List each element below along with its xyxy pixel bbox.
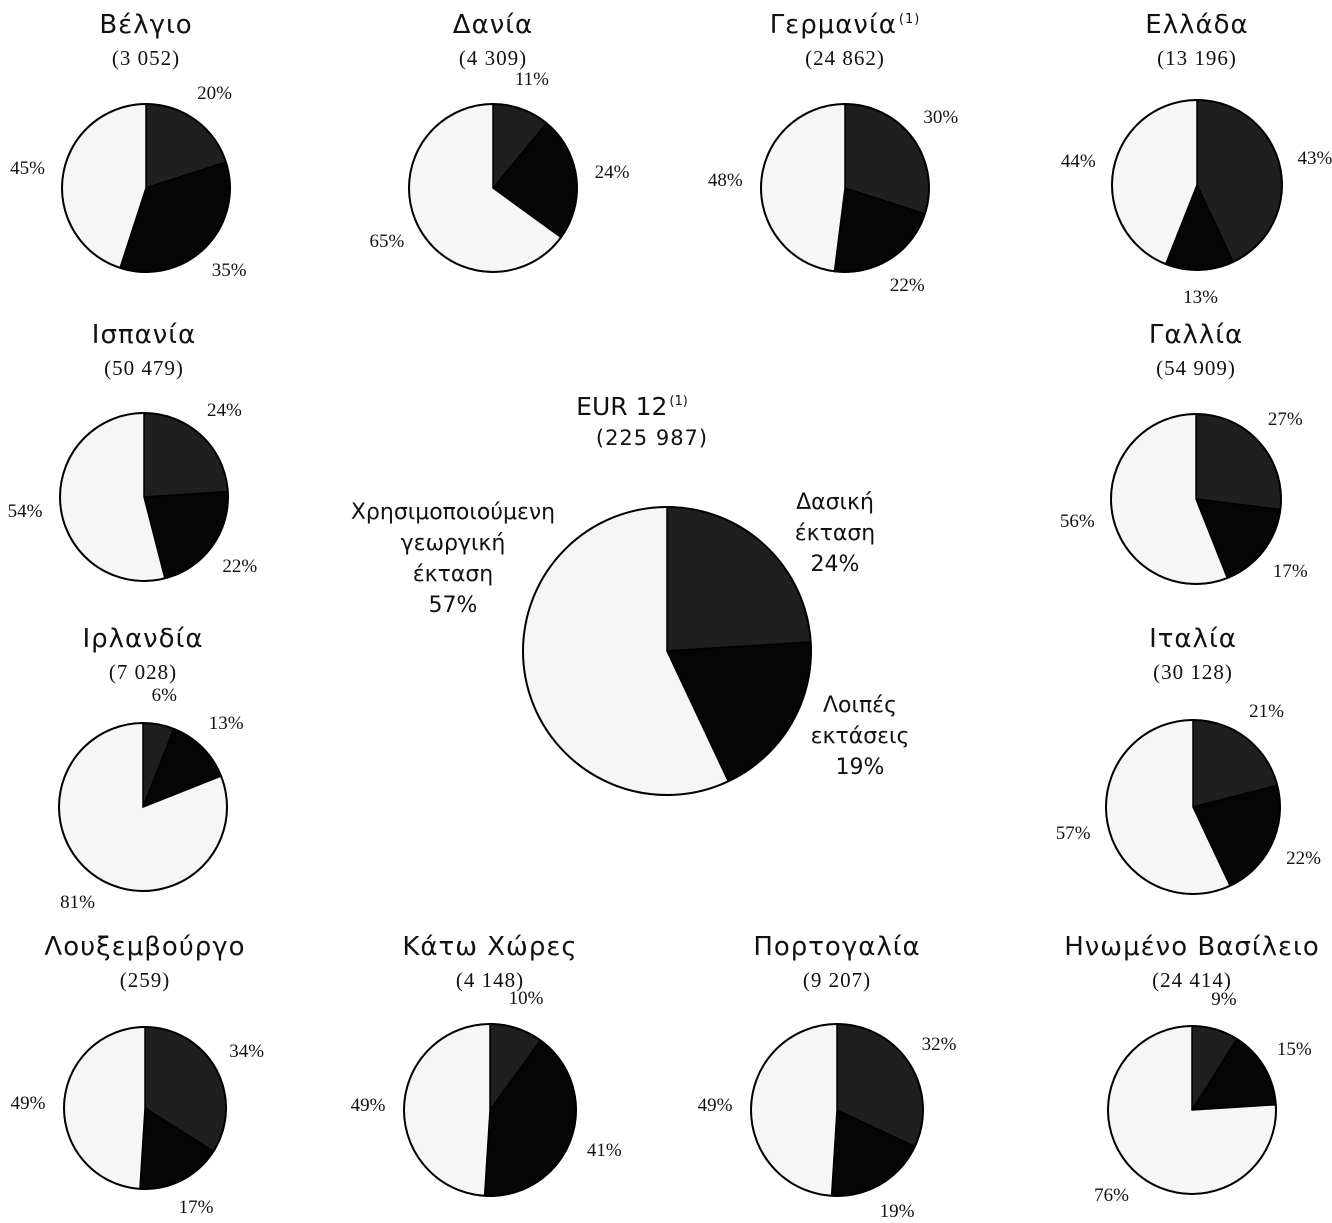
country-4-total: (13 196) [1157,46,1237,70]
country-8-name: Ιταλία [1149,624,1237,654]
country-2-total: (4 309) [458,46,528,70]
main-chart-title: EUR 12 (1) [576,392,688,421]
country-10-label-agri: 49% [350,1095,386,1117]
country-1-total: (3 052) [111,46,181,70]
country-3-total: (24 862) [805,46,885,70]
country-3-label-other: 22% [889,275,925,297]
country-6-label-forest: 27% [1267,409,1303,431]
country-7-label-forest: 6% [151,684,177,706]
country-10-name: Κάτω Χώρες [402,932,578,962]
country-6-label-agri: 56% [1059,510,1095,532]
country-9-label-other: 17% [178,1197,214,1219]
country-5-label-forest: 24% [206,400,242,422]
country-10-label-other: 41% [586,1140,622,1162]
country-3-name: Γερμανία [769,10,897,40]
country-6-name: Γαλλία [1148,320,1244,350]
country-11-label-forest: 32% [921,1034,957,1056]
label-other-areas: Λοιπές εκτάσεις 19% [810,693,910,780]
country-4-label-agri: 44% [1060,151,1096,173]
country-10-slice-agri [403,1023,491,1197]
country-11-label-other: 19% [879,1200,915,1222]
country-1-name: Βέλγιο [99,10,193,40]
country-3-slice-agri [760,103,846,273]
country-4-label-other: 13% [1183,287,1219,309]
country-1-label-other: 35% [211,260,247,282]
country-12-name: Ηνωμένο Βασίλειο [1064,932,1320,962]
country-9-name: Λουξεμβούργο [44,932,246,962]
country-7-label-other: 13% [208,712,244,734]
country-3-label-agri: 48% [707,169,743,191]
country-9-title: Λουξεμβούργο [44,932,245,962]
country-5-label-agri: 54% [7,501,43,522]
country-5-name: Ισπανία [91,320,197,350]
country-12-title: Ηνωμένο Βασίλειο [1064,932,1320,962]
country-7-outline [58,722,228,892]
country-1-label-forest: 20% [197,82,233,104]
country-2-title: Δανία [453,10,533,40]
country-5-label-other: 22% [222,555,258,577]
country-6-total: (54 909) [1156,356,1236,380]
country-11-title: Πορτογαλία [753,932,920,962]
country-5-total: (50 479) [104,356,184,380]
country-11-name: Πορτογαλία [753,932,921,962]
country-12-label-forest: 9% [1211,989,1237,1011]
country-2-name: Δανία [452,10,534,40]
country-5-slice-forest [143,412,229,498]
country-10-outline [403,1023,577,1197]
country-10-label-forest: 10% [508,988,544,1010]
country-11-outline [750,1023,924,1197]
country-4-name: Ελλάδα [1145,10,1249,40]
label-agricultural-area: Χρησιμοποιούμενη γεωργική έκταση 57% [350,500,556,618]
country-8-outline [1105,719,1281,895]
eur12-outline [522,506,812,796]
country-4-label-forest: 43% [1297,147,1332,169]
country-12-outline [1107,1025,1277,1195]
country-2-label-other: 24% [594,162,630,183]
country-10-title: Κάτω Χώρες [402,932,577,962]
country-6-title: Γαλλία [1149,320,1243,350]
country-1-outline [61,103,231,273]
country-8-label-other: 22% [1286,848,1322,869]
country-8-title: Ιταλία [1149,624,1237,654]
country-4-title: Ελλάδα [1145,10,1248,40]
country-5-outline [59,412,229,582]
country-2-label-forest: 11% [514,69,549,91]
country-1-title: Βέλγιο [99,10,192,40]
country-7-total: (7 028) [108,660,178,684]
country-8-label-agri: 57% [1055,822,1091,844]
country-7-label-agri: 81% [60,892,95,914]
country-12-label-other: 15% [1276,1038,1312,1060]
country-9-label-forest: 34% [229,1041,265,1063]
country-11-label-agri: 49% [697,1095,733,1117]
country-4-outline [1111,99,1283,271]
country-9-slice-agri [63,1026,146,1190]
country-12-total: (24 414) [1152,968,1232,992]
country-6-outline [1110,413,1282,585]
country-3-footnote: (1) [898,12,921,27]
country-11-total: (9 207) [802,968,872,992]
country-12-label-agri: 76% [1094,1184,1130,1206]
country-3-outline [760,103,930,273]
main-chart-total: (225 987) [595,426,709,450]
country-9-label-agri: 49% [10,1093,46,1115]
country-3-label-forest: 30% [923,107,959,129]
country-2-label-agri: 65% [369,231,405,253]
label-forest-area: Δασική έκταση 24% [794,490,876,577]
main-footnote: (1) [669,394,688,409]
country-9-total: (259) [119,968,171,992]
country-9-outline [63,1026,227,1190]
country-3-title: Γερμανία (1) [770,10,921,40]
country-11-slice-agri [750,1023,838,1197]
country-8-label-forest: 21% [1249,701,1284,723]
country-7-name: Ιρλανδία [82,624,204,654]
country-10-total: (4 148) [455,968,525,992]
country-2-outline [408,103,578,273]
country-7-title: Ιρλανδία [82,624,203,654]
country-1-label-agri: 45% [10,158,46,180]
country-5-title: Ισπανία [92,320,196,350]
country-8-total: (30 128) [1153,660,1233,684]
country-6-label-other: 17% [1272,561,1308,583]
